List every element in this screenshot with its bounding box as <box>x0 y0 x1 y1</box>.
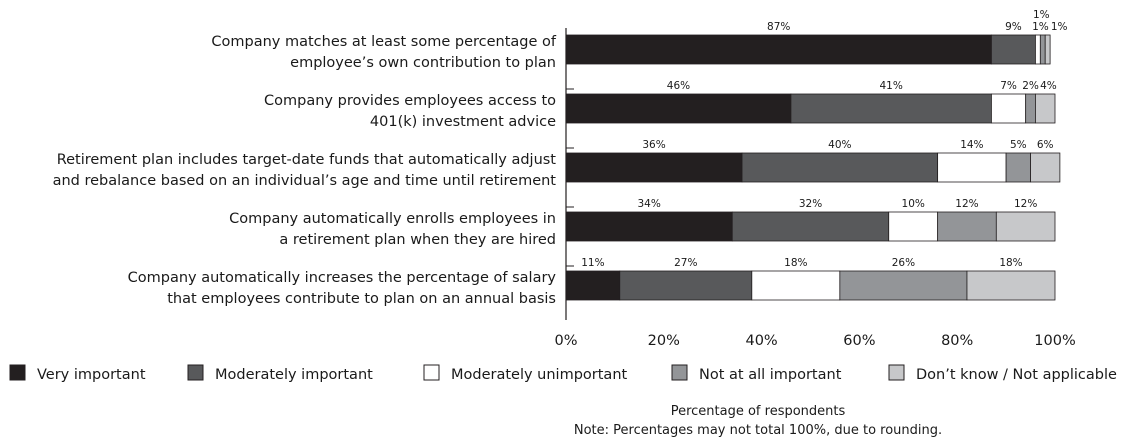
category-labels: Company matches at least some percentage… <box>53 34 557 307</box>
bar-segment <box>966 270 1056 301</box>
data-label: 40% <box>828 139 851 151</box>
legend-swatch <box>423 364 440 381</box>
data-label: 12% <box>955 198 978 210</box>
bar-segment <box>1039 34 1046 65</box>
data-label: 34% <box>637 198 660 210</box>
data-label: 11% <box>581 257 604 269</box>
data-label: 1% <box>1051 21 1068 33</box>
data-label: 87% <box>767 21 790 33</box>
bar-segment <box>619 270 753 301</box>
data-label: 26% <box>892 257 915 269</box>
data-label: 41% <box>880 80 903 92</box>
x-axis-title: Percentage of respondents <box>670 404 846 419</box>
bar-segment <box>731 211 890 242</box>
category-label: Company automatically enrolls employees … <box>229 211 556 227</box>
x-tick-label: 40% <box>745 333 777 349</box>
axis: 0% 20% 40% 60% 80% 100% <box>554 28 1076 349</box>
data-label: 1% <box>1032 21 1049 33</box>
bar-segment <box>937 152 1007 183</box>
data-label: 46% <box>667 80 690 92</box>
category-label: a retirement plan when they are hired <box>279 232 556 248</box>
bars <box>565 34 1061 301</box>
legend-swatch <box>187 364 204 381</box>
category-label: and rebalance based on an individual’s a… <box>53 173 557 189</box>
bar-segment <box>1035 34 1041 65</box>
category-label: Company automatically increases the perc… <box>128 270 557 286</box>
bar-segment <box>1044 34 1051 65</box>
data-label: 12% <box>1014 198 1037 210</box>
data-label: 9% <box>1005 21 1022 33</box>
data-label: 4% <box>1040 80 1057 92</box>
data-label: 6% <box>1037 139 1054 151</box>
data-label: 32% <box>799 198 822 210</box>
bar-segment <box>937 211 997 242</box>
data-label: 27% <box>674 257 697 269</box>
legend-label: Moderately important <box>215 367 373 383</box>
data-label: 18% <box>999 257 1022 269</box>
rounding-note: Note: Percentages may not total 100%, du… <box>573 423 943 438</box>
x-tick-label: 100% <box>1034 333 1075 349</box>
bar-segment <box>1030 152 1061 183</box>
category-label: Retirement plan includes target-date fun… <box>57 152 557 168</box>
category-label: employee’s own contribution to plan <box>290 55 556 71</box>
bar-segment <box>991 34 1036 65</box>
category-label: 401(k) investment advice <box>370 114 556 130</box>
x-tick-label: 20% <box>648 333 680 349</box>
bar-segment <box>565 211 733 242</box>
bar-segment <box>751 270 841 301</box>
bar-segment <box>565 152 743 183</box>
bar-segment <box>991 93 1027 124</box>
bar-segment <box>1025 93 1036 124</box>
data-label: 36% <box>642 139 665 151</box>
bar-segment <box>995 211 1056 242</box>
data-label: 10% <box>902 198 925 210</box>
data-labels: 87% 9% 1%1%1% 46% 41% 7% 2% 4% 36% 40% 14% 5% 6% 34% 3… <box>581 9 1067 269</box>
data-label: 18% <box>784 257 807 269</box>
legend-label: Moderately unimportant <box>451 367 628 383</box>
data-label: 2% <box>1022 80 1039 92</box>
legend-label: Not at all important <box>699 367 842 383</box>
x-tick-label: 60% <box>843 333 875 349</box>
bar-segment <box>1035 93 1056 124</box>
bar-segment <box>565 270 621 301</box>
bar-segment <box>888 211 939 242</box>
legend-swatch <box>888 364 905 381</box>
data-label: 1% <box>1033 9 1050 21</box>
bar-segment <box>565 93 792 124</box>
category-label: Company provides employees access to <box>264 93 556 109</box>
category-label: that employees contribute to plan on an … <box>167 291 556 307</box>
legend-label: Don’t know / Not applicable <box>916 367 1117 383</box>
legend-swatch <box>9 364 26 381</box>
data-label: 5% <box>1010 139 1027 151</box>
bar-segment <box>839 270 968 301</box>
bar-segment <box>741 152 939 183</box>
category-label: Company matches at least some percentage… <box>211 34 557 50</box>
bar-segment <box>1005 152 1031 183</box>
x-tick-label: 0% <box>554 333 577 349</box>
data-label: 7% <box>1000 80 1017 92</box>
legend-label: Very important <box>37 367 146 383</box>
bar-segment <box>790 93 992 124</box>
legend: Very important Moderately important Modera… <box>9 364 1117 383</box>
data-label: 14% <box>960 139 983 151</box>
bar-segment <box>565 34 992 65</box>
x-tick-label: 80% <box>941 333 973 349</box>
legend-swatch <box>671 364 688 381</box>
